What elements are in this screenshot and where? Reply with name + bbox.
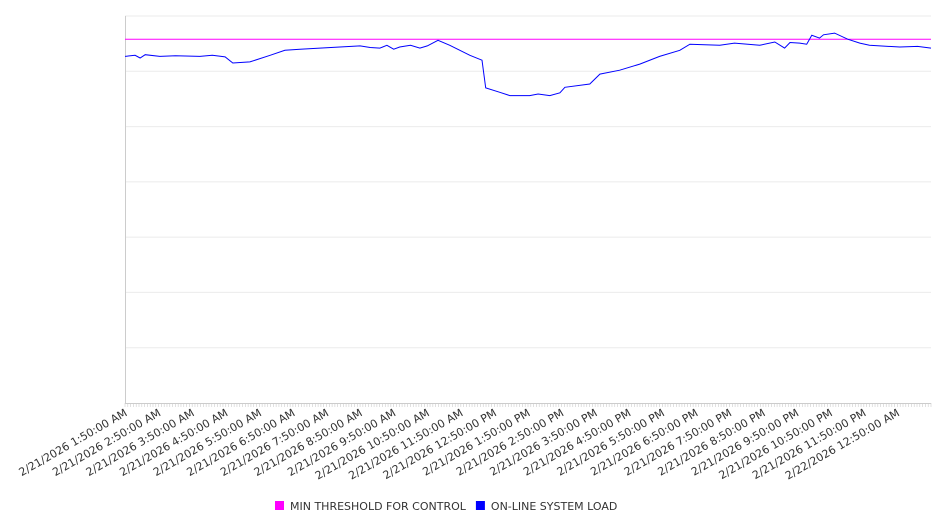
grid-lines: [125, 15, 931, 349]
legend-label: MIN THRESHOLD FOR CONTROL: [290, 500, 467, 513]
legend-label: ON-LINE SYSTEM LOAD: [491, 500, 617, 513]
legend-item-1[interactable]: ON-LINE SYSTEM LOAD: [475, 500, 617, 513]
series-lines: [124, 32, 932, 97]
legend-swatch: [475, 501, 485, 510]
legend-swatch: [275, 501, 284, 510]
legend-item-0[interactable]: MIN THRESHOLD FOR CONTROL: [275, 500, 467, 513]
series-line-1: [124, 32, 932, 97]
axes: [124, 16, 932, 407]
x-tick-labels: 2/21/2026 1:50:00 AM2/21/2026 2:50:00 AM…: [17, 406, 902, 482]
legend[interactable]: MIN THRESHOLD FOR CONTROL ON-LINE SYSTEM …: [275, 500, 617, 513]
